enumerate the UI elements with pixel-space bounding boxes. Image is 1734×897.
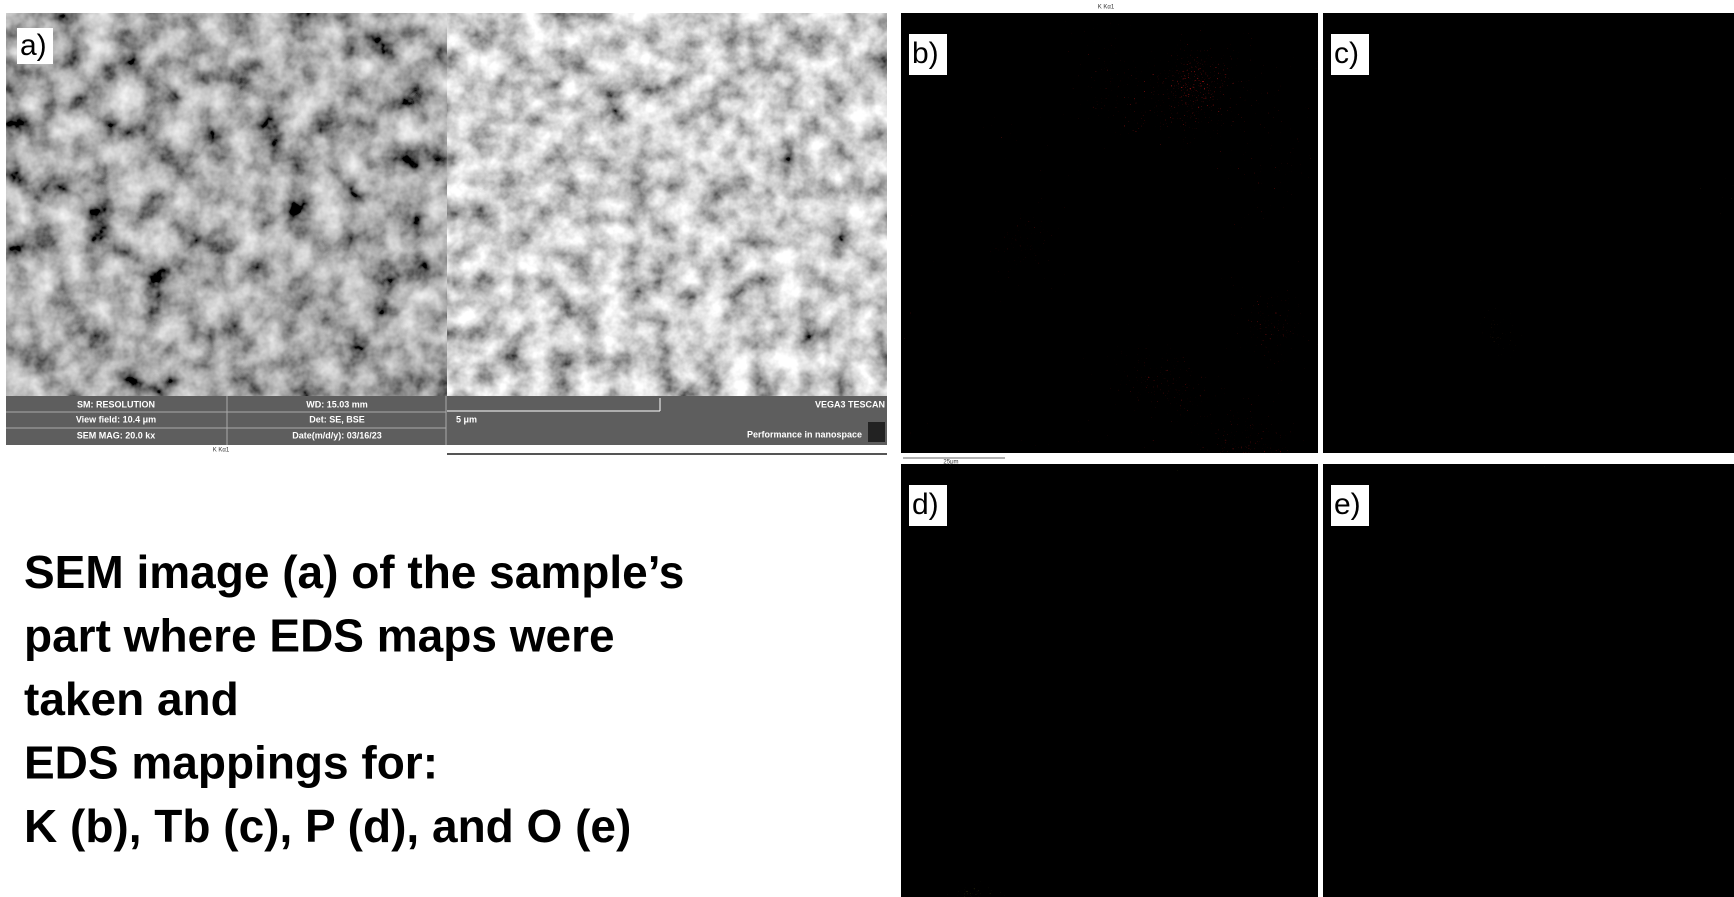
sem-brand: VEGA3 TESCAN (815, 399, 885, 409)
panel-label: a) (20, 29, 47, 62)
sem-logo (868, 422, 885, 442)
eds-map (1323, 464, 1734, 897)
info-cell: SEM MAG: 20.0 kx (77, 430, 156, 440)
eds-maps: b) c) d) e) (901, 13, 1734, 897)
panel-label: b) (912, 37, 939, 70)
caption-line: EDS mappings for: (24, 737, 438, 789)
caption-line: SEM image (a) of the sample’s (24, 546, 684, 598)
sem-image-right (447, 13, 887, 396)
panel-label: e) (1334, 488, 1361, 521)
sem-scale-label: 5 μm (456, 414, 477, 424)
info-cell: Date(m/d/y): 03/16/23 (292, 430, 382, 440)
info-cell: SM: RESOLUTION (77, 399, 155, 409)
info-cell: View field: 10.4 μm (76, 414, 156, 424)
caption-line: taken and (24, 673, 239, 725)
panel-label: d) (912, 488, 939, 521)
eds-header: K Kα1 (1098, 5, 1115, 11)
caption-line: part where EDS maps were (24, 610, 615, 662)
eds-map (1323, 13, 1734, 453)
eds-map (901, 13, 1318, 453)
eds-scale-label: 25μm (943, 460, 958, 466)
sem-image-left (6, 13, 447, 396)
sem-footer: K Kα1 (213, 448, 230, 454)
info-cell: Det: SE, BSE (309, 414, 365, 424)
panel-label: c) (1334, 37, 1359, 70)
caption: SEM image (a) of the sample’s part where … (24, 546, 684, 852)
caption-line: K (b), Tb (c), P (d), and O (e) (24, 800, 631, 852)
page: SEM and EDS maps html, body { margin: 0;… (0, 0, 1734, 897)
info-cell: WD: 15.03 mm (306, 399, 368, 409)
sem-slogan: Performance in nanospace (747, 429, 862, 439)
body: {"sem_image": {"label": "a)", "info_bar"… (0, 0, 1734, 897)
figure: SM: RESOLUTION WD: 15.03 mm View field: 10… (0, 0, 1734, 897)
eds-map (901, 464, 1318, 897)
